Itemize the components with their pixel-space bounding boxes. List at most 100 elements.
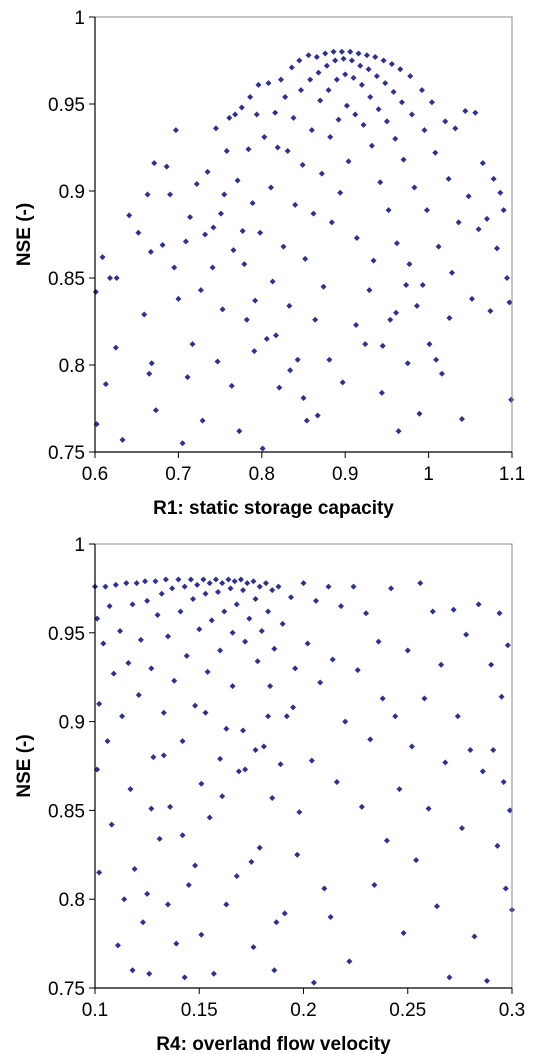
data-point xyxy=(325,583,332,590)
data-point xyxy=(148,805,155,812)
data-point xyxy=(472,109,479,116)
data-point xyxy=(196,626,203,633)
data-point xyxy=(322,50,329,57)
data-point xyxy=(154,612,161,619)
data-point xyxy=(114,942,121,949)
data-point xyxy=(303,417,310,424)
data-point xyxy=(471,933,478,940)
data-point xyxy=(175,576,182,583)
data-point xyxy=(438,661,445,668)
data-point xyxy=(408,743,415,750)
data-point xyxy=(273,919,280,926)
data-point xyxy=(446,315,453,322)
data-point xyxy=(277,76,284,83)
x-tick-label: 0.15 xyxy=(181,1000,218,1021)
data-point xyxy=(247,94,254,101)
data-point xyxy=(147,248,154,255)
data-point xyxy=(354,667,361,674)
data-point xyxy=(433,903,440,910)
data-point xyxy=(175,295,182,302)
data-point xyxy=(113,275,120,281)
data-point xyxy=(370,257,377,264)
data-point xyxy=(314,412,321,419)
data-point xyxy=(363,610,370,617)
data-point xyxy=(313,597,320,604)
data-point xyxy=(240,727,247,734)
data-point xyxy=(320,283,327,290)
data-point xyxy=(305,52,312,59)
data-point xyxy=(107,275,114,281)
data-point xyxy=(246,615,253,622)
data-point xyxy=(398,99,405,106)
data-point xyxy=(333,76,340,83)
data-point xyxy=(236,428,243,435)
x-axis-title: R4: overland flow velocity xyxy=(156,1034,391,1054)
data-point xyxy=(219,793,226,800)
data-point xyxy=(388,585,395,592)
data-point xyxy=(183,652,190,659)
data-point xyxy=(503,275,510,281)
data-point xyxy=(148,665,155,672)
data-point xyxy=(290,114,297,121)
data-point xyxy=(487,308,494,315)
data-point xyxy=(483,977,490,984)
data-point xyxy=(256,583,263,590)
data-point xyxy=(429,608,436,615)
x-tick-label: 0.1 xyxy=(82,1000,108,1021)
data-point xyxy=(272,332,279,339)
data-point xyxy=(506,807,513,814)
data-point xyxy=(223,147,230,154)
data-point xyxy=(380,57,387,64)
data-point xyxy=(315,69,322,76)
data-point xyxy=(318,170,325,177)
data-point xyxy=(299,161,306,168)
data-point xyxy=(458,415,465,422)
data-point xyxy=(296,57,303,64)
data-point xyxy=(212,576,219,583)
y-tick-label: 1 xyxy=(74,8,85,29)
data-point xyxy=(283,713,290,720)
data-point xyxy=(442,118,449,125)
data-point xyxy=(106,603,113,610)
data-point xyxy=(110,670,117,677)
data-point xyxy=(353,321,360,328)
data-point xyxy=(260,743,267,750)
data-point xyxy=(432,149,439,156)
data-point xyxy=(167,191,174,198)
plot-area-frame xyxy=(94,543,513,989)
data-point xyxy=(385,207,392,214)
data-point xyxy=(279,620,286,627)
data-point xyxy=(294,851,301,858)
data-point xyxy=(119,713,126,720)
data-point xyxy=(198,780,205,787)
data-point xyxy=(96,869,103,876)
data-point xyxy=(160,752,167,759)
y-tick-label: 0.8 xyxy=(59,890,85,911)
chart-svg-r1: 0.75 0.8 0.85 0.9 0.95 1 0.6 0.7 0.8 0.9 1 1.1 R1: s… xyxy=(14,8,525,519)
data-point xyxy=(400,929,407,936)
data-point xyxy=(267,683,274,690)
data-point xyxy=(358,803,365,810)
data-point xyxy=(371,881,378,888)
data-point xyxy=(193,181,200,188)
data-point xyxy=(395,428,402,435)
y-tick-label: 0.75 xyxy=(48,979,85,1000)
data-point xyxy=(367,94,374,101)
data-point xyxy=(388,60,395,67)
data-point xyxy=(173,940,180,947)
data-point xyxy=(265,608,272,615)
data-point xyxy=(258,628,265,635)
data-point xyxy=(352,111,359,118)
data-point xyxy=(217,647,224,654)
data-point xyxy=(347,48,354,55)
data-point xyxy=(428,99,435,106)
data-point xyxy=(202,231,209,238)
data-point xyxy=(226,114,233,121)
data-point xyxy=(119,436,126,443)
data-point xyxy=(210,224,217,231)
data-point xyxy=(204,168,211,175)
data-point xyxy=(133,580,140,587)
data-point xyxy=(425,805,432,812)
data-point xyxy=(406,261,413,268)
data-point xyxy=(269,278,276,285)
